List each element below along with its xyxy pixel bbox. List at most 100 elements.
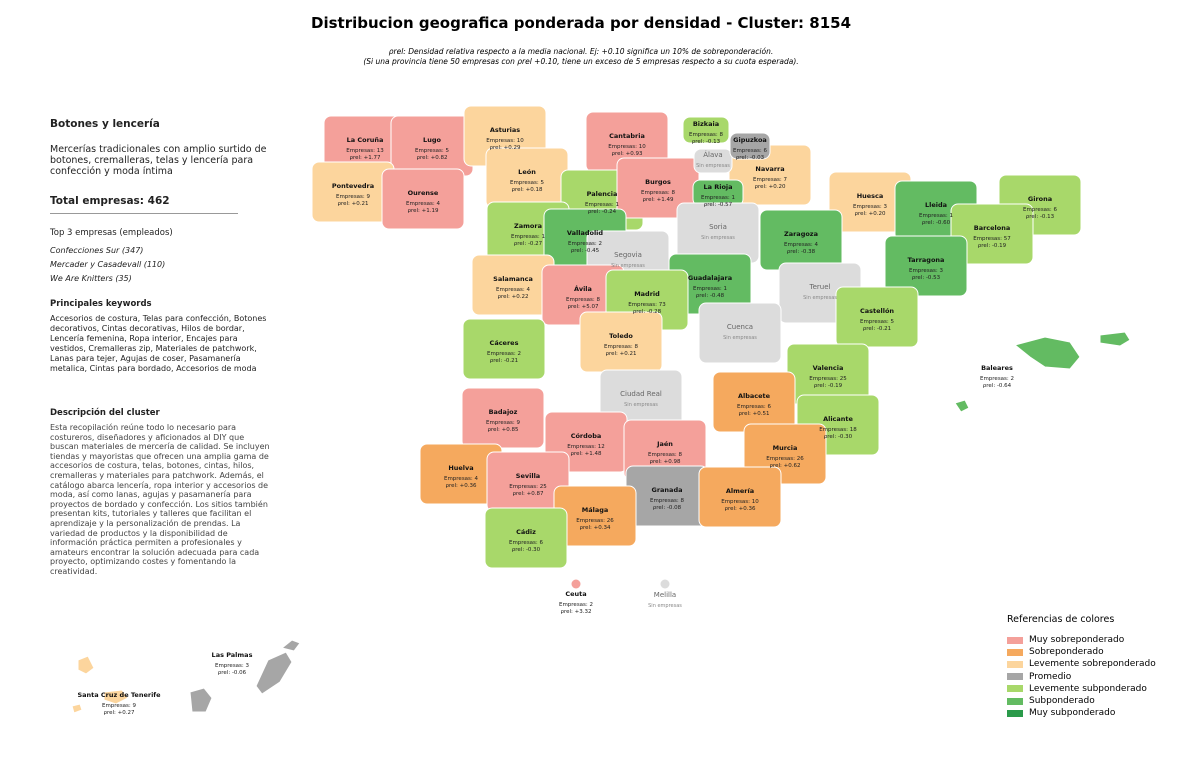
province-name: Cáceres [490, 339, 519, 347]
province-count: Empresas: 8 [566, 297, 601, 303]
legend-swatch [1007, 648, 1023, 656]
province-rho: ρrel: -0.38 [787, 249, 816, 255]
province-rho: ρrel: +0.22 [498, 294, 529, 300]
province-name: Teruel [809, 283, 831, 291]
province-rho: ρrel: +0.18 [512, 187, 544, 193]
province-name: Las Palmas [212, 651, 253, 659]
legend-swatch [1007, 636, 1023, 644]
province-name: Ourense [408, 189, 439, 197]
province-count: Empresas: 2 [487, 351, 521, 357]
legend: Referencias de colores Muy sobreponderad… [1007, 614, 1156, 719]
province-name: Bizkaia [693, 120, 719, 128]
province [950, 203, 1034, 265]
total: Total empresas: 462 [50, 195, 238, 214]
province [189, 639, 301, 713]
legend-label: Muy subponderado [1029, 708, 1116, 719]
province-rho: ρrel: -0.21 [490, 358, 518, 364]
province-name: Albacete [738, 392, 771, 400]
top-item: We Are Knitters (35) [50, 274, 132, 283]
province-rho: ρrel: +0.36 [725, 506, 757, 512]
province-count: Empresas: 4 [406, 201, 441, 207]
province-count: Empresas: 1 [701, 195, 735, 201]
province-name: Ciudad Real [620, 390, 662, 398]
province-note: Sin empresas [624, 402, 658, 408]
province-name: Santa Cruz de Tenerife [77, 691, 161, 699]
province-count: Empresas: 2 [568, 241, 602, 247]
province-rho: ρrel: +0.21 [606, 351, 637, 357]
province-rho: ρrel: -0.13 [692, 139, 721, 145]
province [712, 371, 796, 433]
province-name: Palencia [587, 190, 618, 198]
province-rho: ρrel: -0.24 [588, 209, 617, 215]
province-rho: ρrel: +0.20 [855, 211, 887, 217]
province-count: Empresas: 6 [509, 540, 544, 546]
province-rho: ρrel: -0.60 [922, 220, 951, 226]
province-name: Cádiz [516, 528, 536, 536]
province-count: Empresas: 9 [486, 420, 521, 426]
province-count: Empresas: 73 [628, 302, 666, 308]
province-count: Empresas: 3 [853, 204, 888, 210]
province-name: Huesca [857, 192, 884, 200]
note: ρrel: Densidad relativa respecto a la me… [388, 47, 774, 56]
province-rho: ρrel: -0.30 [512, 547, 541, 553]
province-name: Málaga [582, 506, 609, 514]
legend-label: Sobreponderado [1029, 647, 1104, 658]
province-count: Empresas: 10 [608, 144, 646, 150]
province-rho: ρrel: -0.64 [983, 383, 1012, 389]
province-count: Empresas: 5 [510, 180, 545, 186]
province-count: Empresas: 1 [585, 202, 619, 208]
province-name: Cuenca [727, 323, 753, 331]
province-rho: ρrel: +3.32 [561, 609, 592, 615]
province-name: Castellón [860, 307, 894, 315]
province-note: Sin empresas [701, 235, 735, 241]
province-rho: ρrel: +0.29 [490, 145, 522, 151]
province-rho: ρrel: -0.45 [571, 248, 600, 254]
province-name: Gipuzkoa [733, 136, 767, 144]
province-name: Tarragona [908, 256, 945, 264]
province [693, 148, 733, 174]
legend-label: Subponderado [1029, 696, 1095, 707]
province [462, 318, 546, 380]
province-name: Zamora [514, 222, 542, 230]
province-rho: ρrel: +0.21 [338, 201, 369, 207]
description: Esta recopilación reúne todo lo necesari… [50, 423, 270, 576]
province-rho: ρrel: -0.48 [696, 293, 725, 299]
province [381, 168, 465, 230]
province-rho: ρrel: +0.20 [755, 184, 787, 190]
info-panel: Botones y lencería Mercerías tradicional… [50, 118, 272, 577]
province-name: Melilla [654, 591, 676, 599]
province-count: Empresas: 8 [604, 344, 639, 350]
province-name: Salamanca [493, 275, 533, 283]
province-note: Sin empresas [648, 603, 682, 609]
province-rho: ρrel: -0.08 [653, 505, 682, 511]
province [698, 302, 782, 364]
province-count: Empresas: 6 [733, 148, 768, 154]
province-rho: ρrel: -0.06 [218, 670, 247, 676]
province-name: Asturias [490, 126, 520, 134]
note: (Si una provincia tiene 50 empresas con … [363, 57, 799, 66]
province-count: Empresas: 6 [737, 404, 772, 410]
province-name: Toledo [609, 332, 633, 340]
province-rho: ρrel: +1.48 [571, 451, 603, 457]
province [579, 311, 663, 373]
province-name: Madrid [634, 290, 660, 298]
province-name: Almería [726, 487, 754, 495]
province-name: La Coruña [347, 136, 384, 144]
province-count: Empresas: 26 [576, 518, 614, 524]
province-name: Ávila [574, 284, 592, 293]
province-name: Cantabria [609, 132, 645, 140]
province-count: Empresas: 9 [336, 194, 371, 200]
province [461, 387, 545, 449]
province-name: Jaén [656, 440, 673, 448]
province-name: Badajoz [489, 408, 518, 416]
province-rho: ρrel: +1.77 [350, 155, 382, 161]
province-rho: ρrel: -0.19 [814, 383, 843, 389]
province-note: Sin empresas [803, 295, 837, 301]
legend-item: Subponderado [1007, 695, 1156, 707]
province-note: Sin empresas [723, 335, 757, 341]
province-note: Sin empresas [696, 163, 730, 169]
province-rho: ρrel: +0.93 [612, 151, 644, 157]
province-count: Empresas: 26 [766, 456, 804, 462]
